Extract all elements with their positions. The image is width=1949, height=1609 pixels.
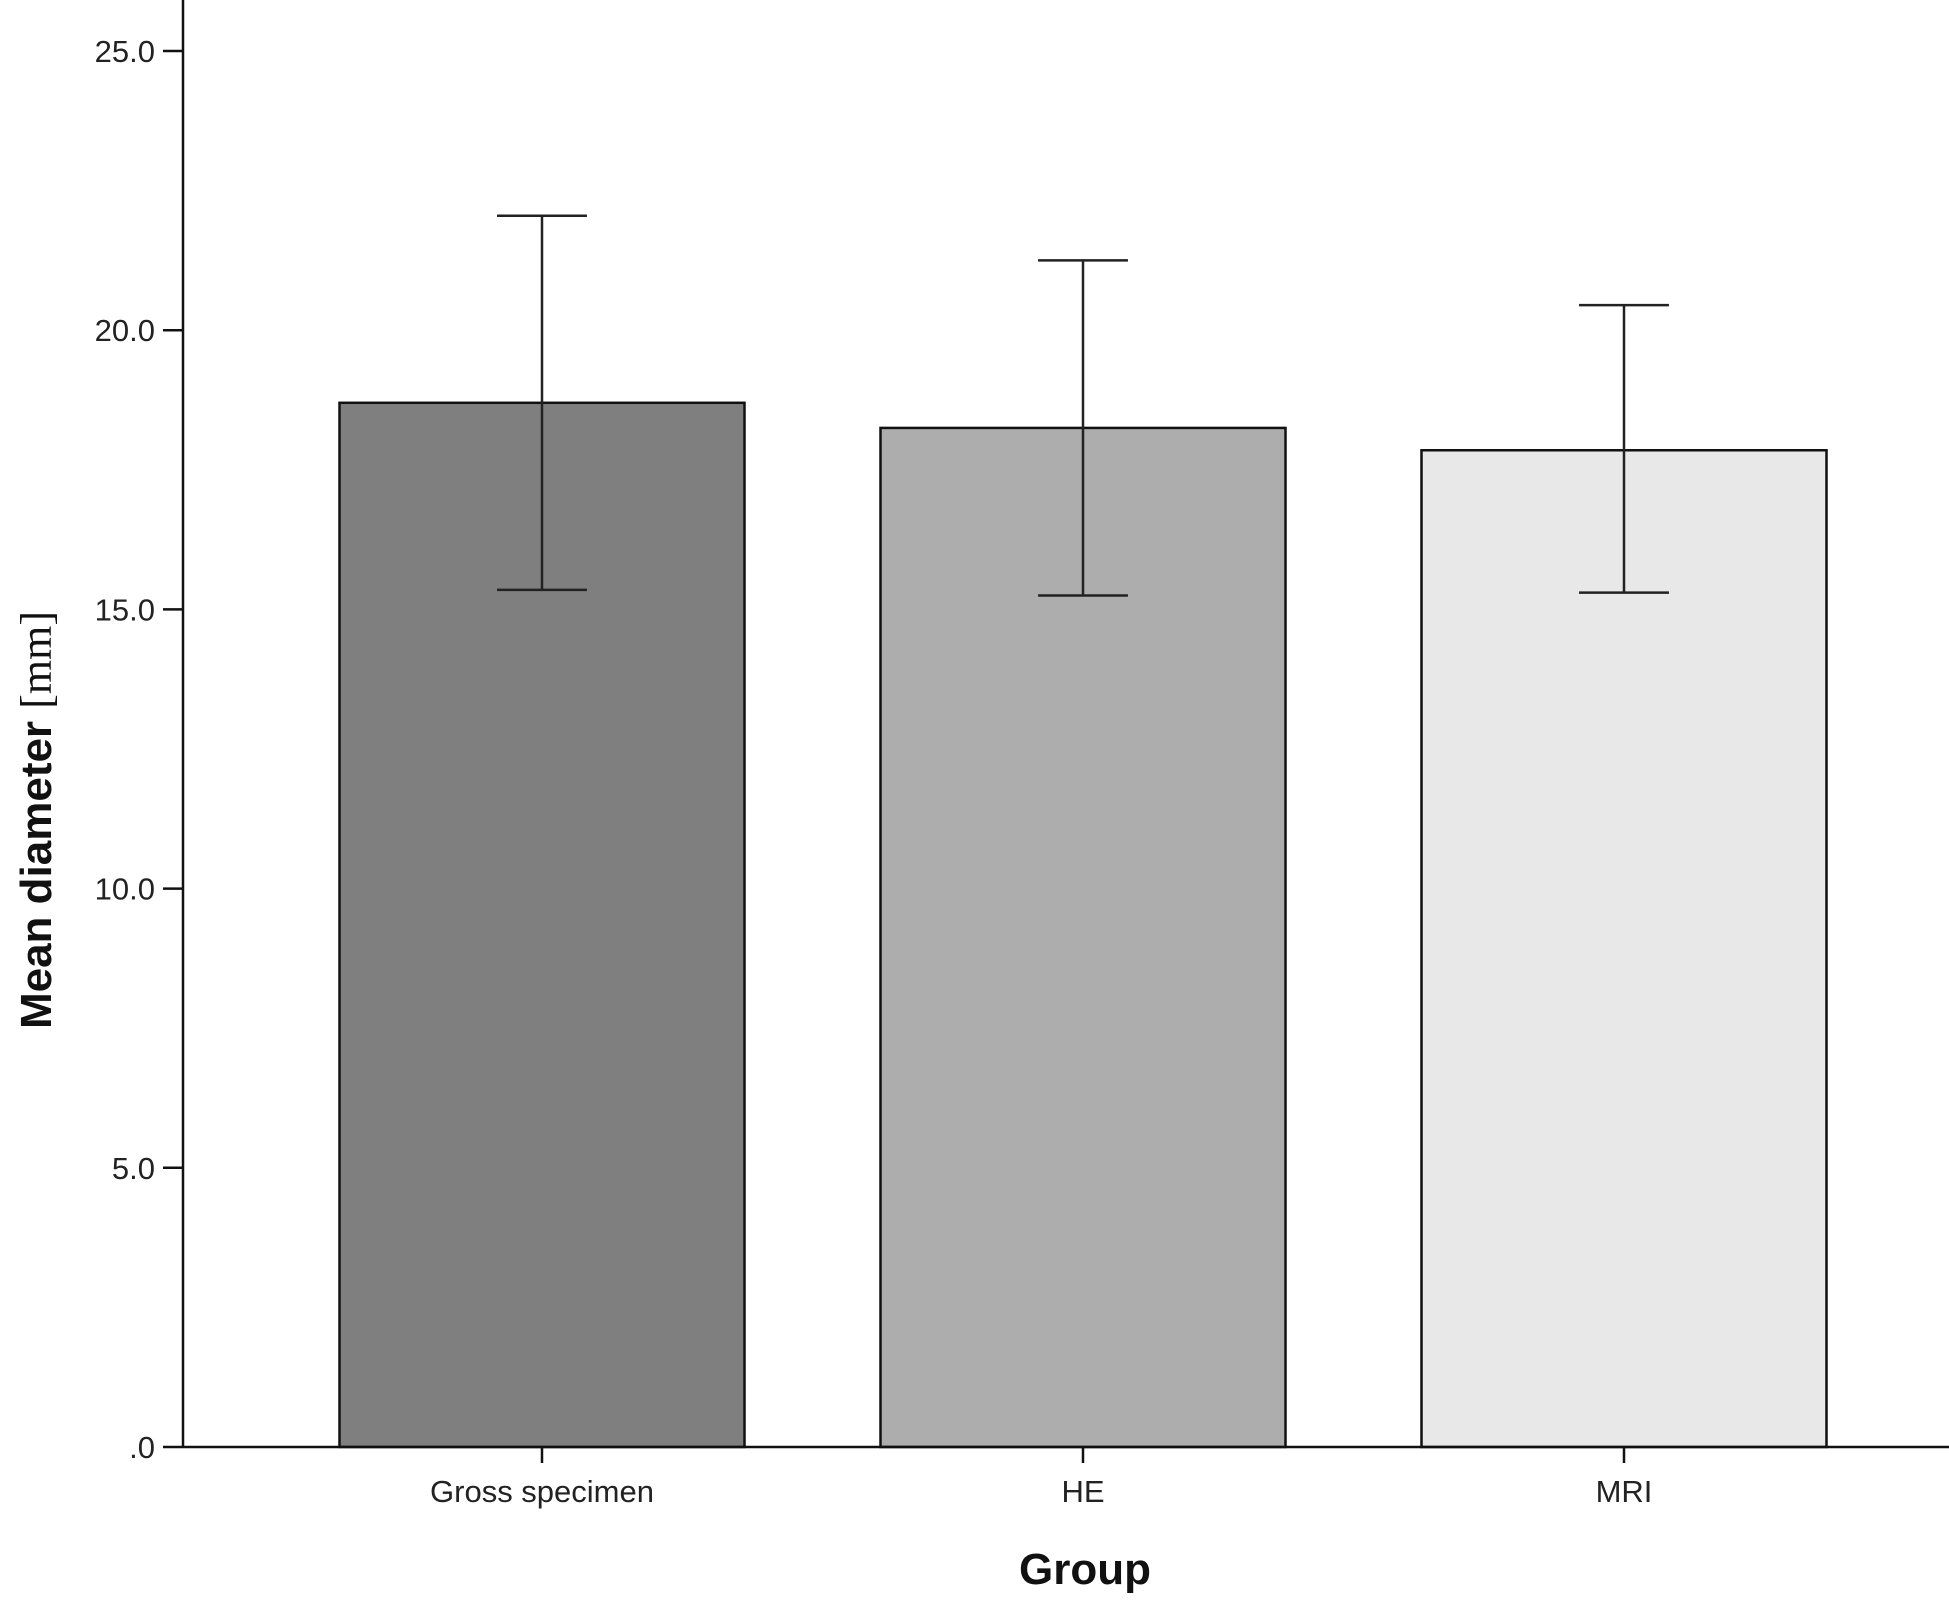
tick-labels-group: .0 5.0 10.0 15.0 20.0 25.0 Gross specimen HE MRI bbox=[95, 34, 1653, 1509]
x-tick-label-1: HE bbox=[1061, 1474, 1104, 1509]
y-tick-label-0: .0 bbox=[129, 1430, 155, 1465]
bar-2 bbox=[1420, 449, 1828, 1449]
y-tick-label-1: 5.0 bbox=[112, 1151, 155, 1186]
y-tick-label-5: 25.0 bbox=[95, 34, 155, 69]
y-axis-title: Mean diameter [mm] bbox=[12, 611, 61, 1029]
error-bars-group bbox=[497, 214, 1669, 597]
bar-1 bbox=[879, 426, 1287, 1449]
y-tick-label-4: 20.0 bbox=[95, 313, 155, 348]
x-tick-label-0: Gross specimen bbox=[430, 1474, 654, 1509]
x-axis-title: Group bbox=[1019, 1545, 1151, 1594]
y-tick-label-3: 15.0 bbox=[95, 592, 155, 627]
axes-group bbox=[163, 0, 1949, 1463]
y-axis-title-unit: [mm] bbox=[12, 611, 61, 709]
y-tick-label-2: 10.0 bbox=[95, 872, 155, 907]
y-axis-title-text: Mean diameter bbox=[12, 721, 61, 1029]
x-tick-label-2: MRI bbox=[1596, 1474, 1653, 1509]
